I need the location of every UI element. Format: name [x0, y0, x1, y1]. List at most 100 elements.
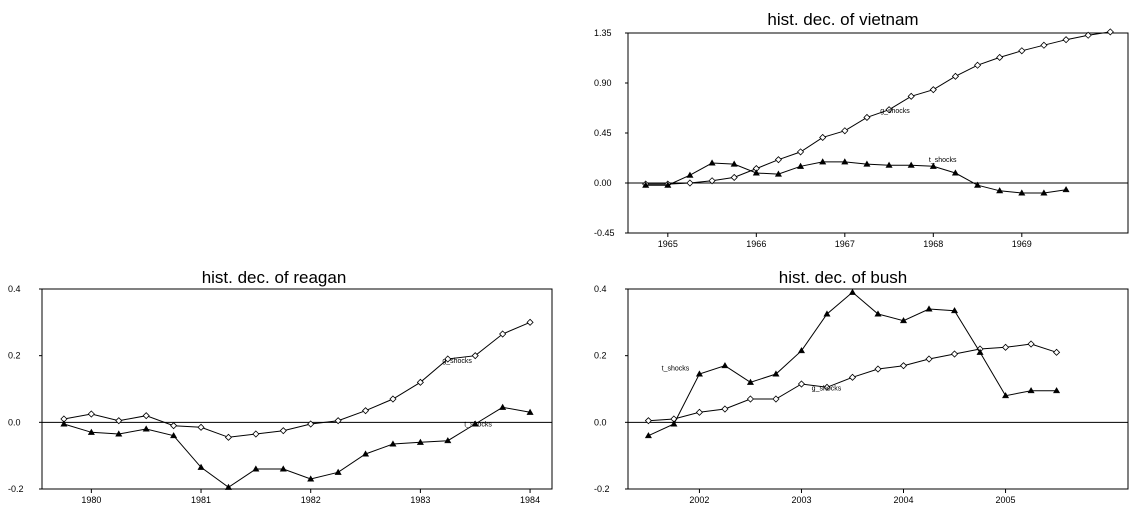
x-tick-label: 2003 — [791, 495, 811, 505]
data-point-t_shocks — [974, 181, 982, 188]
data-point-g_shocks — [361, 407, 370, 415]
data-point-t_shocks — [797, 162, 805, 169]
y-tick-label: 0.4 — [8, 284, 21, 294]
data-point-t_shocks — [774, 170, 782, 177]
data-point-g_shocks — [1001, 343, 1010, 351]
data-point-t_shocks — [142, 425, 150, 432]
series-line-t_shocks — [645, 161, 1067, 194]
y-tick-label: 0.45 — [594, 128, 612, 138]
data-point-t_shocks — [1040, 189, 1048, 196]
data-point-t_shocks — [951, 169, 959, 176]
data-point-g_shocks — [1027, 340, 1035, 348]
data-point-g_shocks — [307, 420, 315, 428]
y-tick-label: -0.45 — [594, 228, 615, 238]
x-tick-label: 2005 — [996, 495, 1016, 505]
chart-title-vietnam: hist. dec. of vietnam — [767, 10, 918, 29]
data-point-g_shocks — [951, 72, 959, 80]
x-tick-label: 1980 — [81, 495, 101, 505]
data-point-g_shocks — [973, 61, 982, 69]
data-point-t_shocks — [416, 438, 424, 445]
y-tick-label: 0.0 — [8, 417, 21, 427]
data-point-g_shocks — [224, 433, 233, 441]
data-point-g_shocks — [797, 148, 805, 156]
data-point-g_shocks — [841, 127, 849, 135]
data-point-t_shocks — [752, 169, 760, 176]
data-point-t_shocks — [307, 475, 315, 482]
data-point-t_shocks — [929, 162, 937, 169]
data-point-g_shocks — [907, 92, 915, 100]
data-point-t_shocks — [841, 158, 849, 165]
y-tick-label: 0.2 — [594, 351, 607, 361]
series-line-g_shocks — [645, 31, 1111, 185]
y-tick-label: 0.2 — [8, 351, 21, 361]
data-point-t_shocks — [252, 465, 260, 472]
x-tick-label: 1965 — [658, 239, 678, 249]
x-tick-label: 1967 — [835, 239, 855, 249]
data-point-t_shocks — [60, 420, 68, 427]
data-point-g_shocks — [416, 378, 424, 386]
data-point-t_shocks — [115, 430, 123, 437]
x-tick-label: 1969 — [1012, 239, 1032, 249]
data-point-t_shocks — [170, 432, 178, 439]
data-point-g_shocks — [252, 430, 260, 438]
data-point-g_shocks — [471, 352, 479, 360]
data-point-t_shocks — [976, 348, 984, 355]
series-line-t_shocks — [63, 406, 531, 488]
data-point-g_shocks — [499, 330, 507, 338]
data-point-g_shocks — [1053, 348, 1061, 356]
data-point-t_shocks — [721, 362, 729, 369]
data-point-g_shocks — [1106, 28, 1114, 36]
data-point-g_shocks — [695, 408, 703, 416]
data-point-t_shocks — [730, 160, 738, 167]
series-label-t_shocks: t_shocks — [929, 157, 957, 164]
data-point-t_shocks — [885, 161, 893, 168]
data-point-g_shocks — [797, 380, 806, 388]
data-point-g_shocks — [526, 318, 534, 326]
data-point-t_shocks — [951, 307, 959, 314]
data-point-t_shocks — [1027, 387, 1035, 394]
data-point-g_shocks — [197, 423, 205, 431]
data-point-g_shocks — [708, 177, 716, 185]
data-point-g_shocks — [170, 422, 178, 430]
data-point-t_shocks — [670, 420, 678, 427]
y-tick-label: -0.2 — [594, 484, 610, 494]
x-tick-label: 1984 — [520, 495, 540, 505]
data-point-g_shocks — [772, 395, 780, 403]
series-line-g_shocks — [63, 321, 531, 438]
data-point-g_shocks — [444, 355, 452, 363]
data-point-g_shocks — [721, 405, 729, 413]
chart-vietnam: hist. dec. of vietnam 1.35 0.90 0.45 0.00 -0… — [594, 10, 1129, 249]
data-point-t_shocks — [1018, 189, 1026, 196]
chart-title-bush: hist. dec. of bush — [779, 268, 908, 287]
x-tick-label: 2002 — [689, 495, 709, 505]
chart-title-reagan: hist. dec. of reagan — [202, 268, 347, 287]
plot-frame-reagan — [41, 288, 553, 490]
data-point-g_shocks — [925, 355, 933, 363]
data-point-g_shocks — [1018, 47, 1026, 55]
plot-frame-vietnam — [627, 32, 1129, 234]
data-point-t_shocks — [362, 450, 370, 457]
data-point-g_shocks — [686, 179, 694, 187]
data-point-g_shocks — [1084, 31, 1092, 39]
data-point-g_shocks — [929, 86, 937, 94]
data-point-t_shocks — [471, 420, 479, 427]
data-point-t_shocks — [848, 288, 857, 295]
data-point-t_shocks — [797, 347, 805, 354]
data-point-t_shocks — [87, 428, 95, 435]
x-tick-label: 1968 — [923, 239, 943, 249]
x-tick-label: 1966 — [746, 239, 766, 249]
data-point-g_shocks — [279, 427, 287, 435]
series-line-t_shocks — [648, 291, 1057, 437]
data-point-t_shocks — [1002, 392, 1010, 399]
data-point-t_shocks — [819, 158, 827, 165]
y-tick-label: 0.00 — [594, 178, 612, 188]
series-label-t_shocks: t_shocks — [662, 366, 690, 373]
data-point-t_shocks — [499, 403, 507, 410]
data-point-t_shocks — [444, 437, 452, 444]
data-point-t_shocks — [1062, 186, 1070, 193]
plot-frame-bush — [627, 288, 1129, 490]
x-tick-label: 1983 — [410, 495, 430, 505]
data-point-g_shocks — [996, 53, 1004, 62]
data-point-g_shocks — [87, 410, 95, 418]
data-point-g_shocks — [950, 350, 959, 358]
